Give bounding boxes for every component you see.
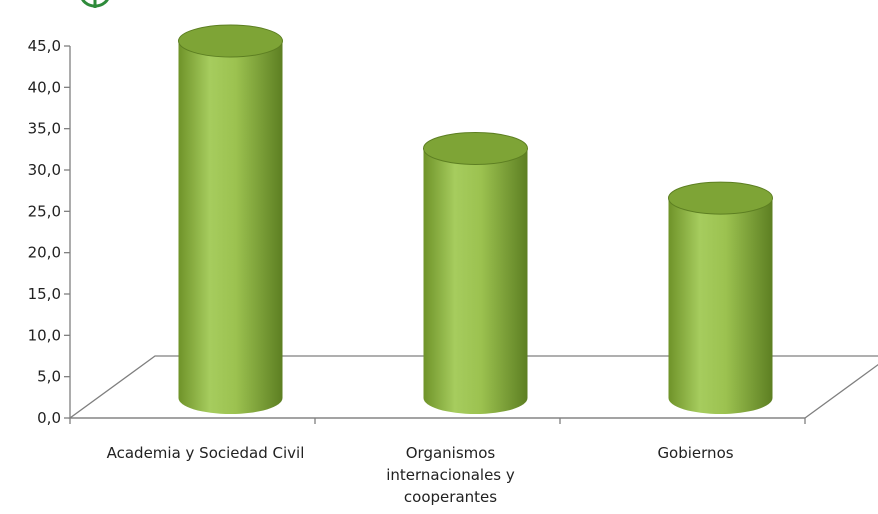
- bar-top: [178, 24, 283, 58]
- bar-body: [423, 148, 528, 414]
- x-category-label-line: Gobiernos: [657, 444, 733, 462]
- y-tick-label: 10,0: [28, 326, 61, 344]
- y-tick-label: 0,0: [37, 409, 61, 427]
- y-tick-label: 30,0: [28, 161, 61, 179]
- bar: [423, 131, 528, 414]
- bar-body: [668, 198, 773, 414]
- x-category-label-line: cooperantes: [404, 488, 497, 506]
- bar-body: [178, 41, 283, 414]
- x-category-label-line: Organismos: [406, 444, 496, 462]
- x-category-label: Organismos internacionales y cooperantes: [386, 444, 515, 506]
- y-tick-label: 40,0: [28, 78, 61, 96]
- y-tick-label: 35,0: [28, 120, 61, 138]
- green-ring-logo-icon: [81, 0, 109, 8]
- y-tick-label: 5,0: [37, 368, 61, 386]
- x-category-label-line: Academia y Sociedad Civil: [107, 444, 305, 462]
- bar-top: [423, 131, 528, 165]
- y-tick-label: 20,0: [28, 244, 61, 262]
- bar: [668, 181, 773, 414]
- x-category-label: Academia y Sociedad Civil: [107, 444, 305, 462]
- y-tick-label: 15,0: [28, 285, 61, 303]
- x-category-label-line: internacionales y: [386, 466, 515, 484]
- bar: [178, 24, 283, 414]
- x-category-label: Gobiernos: [657, 444, 733, 462]
- y-tick-label: 25,0: [28, 202, 61, 220]
- bar-top: [668, 181, 773, 215]
- y-tick-label: 45,0: [28, 37, 61, 55]
